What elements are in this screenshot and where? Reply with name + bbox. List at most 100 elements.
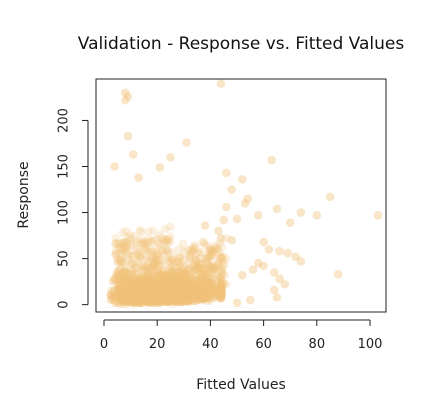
scatter-point: [167, 285, 177, 295]
scatter-point: [128, 289, 137, 299]
scatter-point: [122, 286, 132, 295]
scatter-point: [154, 287, 164, 297]
scatter-point: [134, 281, 143, 291]
scatter-point: [138, 290, 147, 299]
scatter-point: [188, 293, 197, 303]
scatter-point: [129, 296, 139, 306]
scatter-point: [165, 295, 174, 305]
scatter-point: [177, 283, 187, 293]
scatter-point: [185, 287, 195, 297]
scatter-point: [163, 287, 173, 296]
scatter-point: [138, 294, 147, 303]
scatter-point: [156, 290, 165, 299]
scatter-point: [157, 292, 166, 301]
scatter-point: [187, 291, 196, 301]
scatter-point: [116, 278, 126, 288]
scatter-point: [172, 288, 181, 297]
scatter-point: [159, 290, 169, 300]
scatter-point: [184, 288, 193, 298]
scatter-point: [137, 293, 146, 303]
scatter-point: [145, 290, 155, 300]
scatter-point: [154, 292, 164, 302]
scatter-point: [160, 287, 170, 297]
scatter-point: [141, 296, 151, 306]
scatter-point: [125, 285, 135, 294]
scatter-point: [193, 295, 203, 305]
scatter-point: [116, 286, 125, 296]
scatter-point: [131, 296, 141, 305]
scatter-point: [178, 291, 188, 300]
scatter-point: [151, 285, 160, 294]
scatter-point: [179, 282, 189, 292]
scatter-point: [142, 285, 152, 295]
scatter-point: [222, 202, 231, 212]
scatter-point: [116, 274, 126, 284]
scatter-point: [157, 282, 166, 292]
scatter-point: [152, 291, 162, 301]
scatter-point: [173, 290, 182, 300]
scatter-point: [202, 292, 211, 302]
scatter-point: [155, 294, 164, 303]
scatter-point: [151, 286, 160, 296]
scatter-point: [141, 289, 150, 298]
scatter-point: [177, 291, 186, 300]
scatter-point: [163, 285, 173, 294]
scatter-point: [176, 292, 186, 302]
scatter-point: [175, 280, 184, 290]
scatter-point: [152, 294, 161, 304]
scatter-point: [162, 291, 171, 301]
scatter-point: [170, 294, 179, 304]
scatter-point: [137, 280, 147, 289]
scatter-point: [121, 291, 131, 301]
scatter-point: [159, 294, 169, 304]
scatter-point: [174, 291, 183, 301]
scatter-point: [174, 286, 183, 296]
scatter-point: [160, 290, 170, 300]
scatter-point: [123, 297, 133, 306]
scatter-point: [182, 294, 192, 304]
scatter-point: [157, 276, 167, 285]
scatter-point: [145, 287, 155, 297]
scatter-point: [144, 281, 153, 291]
scatter-point: [155, 298, 165, 307]
scatter-point: [162, 293, 172, 303]
scatter-point: [130, 291, 139, 301]
scatter-point: [216, 288, 225, 298]
scatter-point: [148, 294, 158, 304]
scatter-point: [158, 285, 168, 295]
scatter-point: [156, 290, 165, 300]
scatter-point: [146, 295, 155, 304]
scatter-point: [161, 290, 171, 300]
scatter-point: [162, 284, 172, 294]
scatter-point: [147, 292, 156, 302]
scatter-point: [146, 288, 156, 297]
scatter-point: [161, 297, 171, 307]
scatter-point: [148, 287, 157, 297]
scatter-point: [147, 291, 156, 300]
scatter-point: [128, 150, 138, 159]
scatter-point: [167, 290, 177, 300]
scatter-point: [178, 280, 188, 289]
scatter-point: [171, 290, 180, 299]
scatter-point: [133, 290, 143, 300]
scatter-point: [129, 295, 139, 305]
scatter-point: [192, 286, 201, 296]
scatter-point: [128, 285, 137, 295]
scatter-point: [141, 296, 151, 306]
scatter-point: [120, 295, 129, 305]
scatter-point: [175, 277, 185, 286]
scatter-point: [147, 280, 156, 290]
scatter-point: [115, 292, 125, 302]
scatter-point: [148, 282, 157, 292]
scatter-point: [159, 292, 168, 302]
scatter-point: [153, 286, 162, 296]
scatter-point: [157, 293, 166, 302]
scatter-point: [149, 293, 158, 303]
scatter-point: [130, 269, 139, 279]
scatter-point: [149, 291, 158, 300]
scatter-point: [210, 285, 220, 294]
scatter-point: [138, 276, 148, 286]
scatter-point: [182, 290, 192, 300]
scatter-point: [232, 298, 242, 308]
scatter-point: [204, 282, 213, 291]
